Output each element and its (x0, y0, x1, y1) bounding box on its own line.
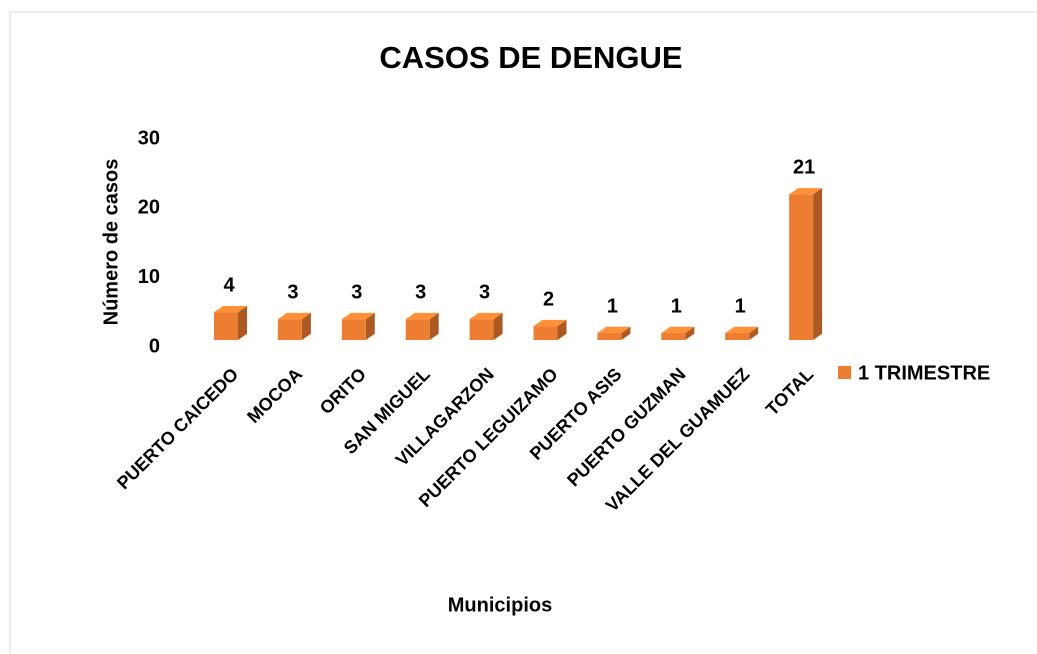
bar-top (533, 319, 567, 327)
chart-border (9, 11, 1037, 654)
bar (725, 333, 750, 340)
bar-top (341, 312, 375, 320)
y-tick-label: 20 (138, 197, 160, 219)
bar (214, 312, 238, 340)
bar (661, 333, 686, 340)
data-label: 3 (351, 281, 362, 303)
data-label: 21 (793, 157, 815, 179)
bar (597, 333, 622, 340)
bar-side (813, 188, 823, 340)
data-label: 3 (479, 281, 490, 303)
data-label: 4 (223, 275, 235, 297)
bar-top (597, 326, 631, 334)
data-label: 1 (607, 295, 618, 317)
y-tick-label: 0 (149, 335, 160, 357)
x-axis-title: Municipios (448, 594, 552, 616)
data-label: 3 (415, 281, 426, 303)
y-axis-title: Número de casos (100, 159, 122, 326)
bar-side (621, 326, 631, 340)
bar (341, 319, 366, 340)
legend-swatch (838, 366, 851, 379)
bar-top (789, 188, 823, 195)
data-label: 1 (671, 295, 682, 317)
bar-side (429, 312, 439, 340)
bar (789, 194, 814, 340)
bar-side (749, 326, 759, 340)
bar-side (238, 305, 247, 340)
bar-side (685, 326, 695, 340)
data-label: 3 (287, 281, 298, 303)
bar-side (557, 319, 567, 340)
bar-top (214, 305, 247, 313)
bar-side (365, 312, 375, 340)
bar (533, 326, 558, 340)
bar-top (661, 326, 695, 334)
data-label: 1 (735, 295, 746, 317)
bar (469, 319, 494, 340)
legend-label: 1 TRIMESTRE (858, 362, 990, 384)
y-tick-label: 10 (138, 266, 160, 288)
chart-title: CASOS DE DENGUE (379, 40, 682, 75)
bar-side (301, 312, 311, 340)
bar-top (725, 326, 759, 334)
bar-top (277, 312, 311, 320)
bar (405, 319, 430, 340)
data-label: 2 (543, 288, 554, 310)
bar-top (469, 312, 503, 320)
bar-side (493, 312, 503, 340)
bar-top (405, 312, 439, 320)
y-tick-label: 30 (138, 127, 160, 149)
bar (277, 319, 302, 340)
